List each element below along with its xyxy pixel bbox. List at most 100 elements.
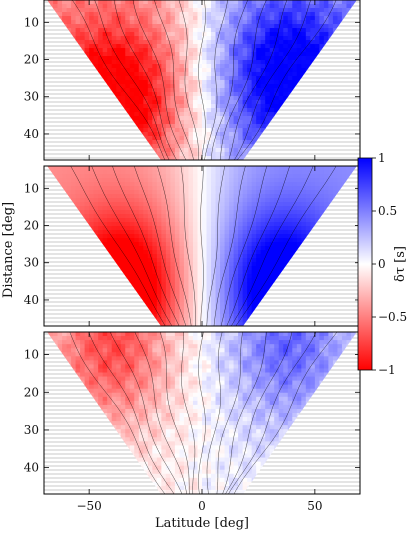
heatmap-cell <box>224 132 230 137</box>
heatmap-cell <box>206 152 212 157</box>
heatmap-cell <box>143 218 149 223</box>
heatmap-cell <box>134 84 140 89</box>
heatmap-cell <box>138 16 144 21</box>
heatmap-cell <box>143 56 149 61</box>
heatmap-cell <box>152 140 158 145</box>
heatmap-cell <box>192 16 198 21</box>
heatmap-cell <box>224 186 230 191</box>
heatmap-cell <box>310 48 316 53</box>
heatmap-cell <box>120 96 126 101</box>
heatmap-cell <box>220 156 225 160</box>
heatmap-cell <box>274 28 280 33</box>
heatmap-cell <box>229 306 234 311</box>
heatmap-cell <box>134 286 140 291</box>
heatmap-cell <box>170 222 176 227</box>
heatmap-cell <box>143 112 149 117</box>
heatmap-cell <box>211 152 216 157</box>
heatmap-cell <box>192 72 198 77</box>
heatmap-cell <box>107 20 113 25</box>
heatmap-cell <box>301 72 307 77</box>
heatmap-cell <box>220 24 225 29</box>
heatmap-cell <box>98 20 104 25</box>
heatmap-cell <box>238 40 244 45</box>
heatmap-cell <box>125 270 131 275</box>
heatmap-cell <box>183 206 189 211</box>
heatmap-cell <box>134 60 140 65</box>
heatmap-cell <box>211 286 216 291</box>
heatmap-cell <box>229 116 234 121</box>
heatmap-cell <box>165 294 171 299</box>
heatmap-cell <box>80 174 86 179</box>
heatmap-cell <box>251 0 257 5</box>
heatmap-cell <box>233 166 239 171</box>
heatmap-cell <box>161 262 167 267</box>
heatmap-cell <box>323 20 329 25</box>
heatmap-cell <box>134 194 140 199</box>
heatmap-cell <box>143 302 149 307</box>
heatmap-cell <box>192 166 198 171</box>
heatmap-cell <box>310 16 316 21</box>
heatmap-cell <box>161 202 167 207</box>
heatmap-cell <box>125 72 131 77</box>
heatmap-cell <box>292 56 298 61</box>
heatmap-cell <box>265 116 271 121</box>
heatmap-cell <box>80 20 86 25</box>
heatmap-cell <box>98 40 104 45</box>
heatmap-cell <box>269 8 275 13</box>
heatmap-cell <box>174 128 180 133</box>
heatmap-cell <box>206 198 212 203</box>
heatmap-cell <box>229 84 234 89</box>
heatmap-cell <box>98 178 104 183</box>
heatmap-cell <box>220 92 225 97</box>
heatmap-cell <box>251 286 257 291</box>
heatmap-cell <box>152 234 158 239</box>
heatmap-cell <box>120 48 126 53</box>
heatmap-cell <box>265 178 271 183</box>
heatmap-cell <box>111 186 117 191</box>
heatmap-cell <box>152 80 158 85</box>
heatmap-cell <box>179 136 185 141</box>
heatmap-cell <box>247 132 253 137</box>
heatmap-cell <box>125 182 131 187</box>
heatmap-cell <box>247 294 253 299</box>
heatmap-cell <box>183 96 189 101</box>
heatmap-cell <box>274 76 280 81</box>
heatmap-cell <box>224 108 230 113</box>
heatmap-cell <box>211 48 216 53</box>
heatmap-cell <box>75 36 81 41</box>
heatmap-cell <box>251 238 257 243</box>
heatmap-cell <box>238 148 244 153</box>
heatmap-cell <box>197 152 203 157</box>
heatmap-cell <box>174 290 180 295</box>
heatmap-cell <box>174 206 180 211</box>
heatmap-cell <box>310 56 316 61</box>
heatmap-cell <box>265 56 271 61</box>
heatmap-cell <box>220 28 225 33</box>
heatmap-cell <box>269 60 275 65</box>
heatmap-cell <box>224 136 230 141</box>
contour-lines <box>71 0 337 160</box>
heatmap-cell <box>192 148 198 153</box>
heatmap-cell <box>183 290 189 295</box>
heatmap-cell <box>179 108 185 113</box>
heatmap-cell <box>107 12 113 17</box>
heatmap-cell <box>242 254 248 259</box>
heatmap-cell <box>111 234 117 239</box>
heatmap-cell <box>102 190 108 195</box>
heatmap-cell <box>247 148 253 153</box>
heatmap-cell <box>260 20 266 25</box>
heatmap-cell <box>251 92 257 97</box>
heatmap-cell <box>120 80 126 85</box>
heatmap-cell <box>143 124 149 129</box>
heatmap-cell <box>179 250 185 255</box>
heatmap-cell <box>283 4 289 9</box>
heatmap-cell <box>256 32 262 37</box>
heatmap-cell <box>165 12 171 17</box>
heatmap-cell <box>233 298 239 303</box>
heatmap-cell <box>211 234 216 239</box>
heatmap-cell <box>192 108 198 113</box>
heatmap-cell <box>202 96 207 101</box>
heatmap-cell <box>170 282 176 287</box>
heatmap-cell <box>296 52 302 57</box>
heatmap-cell <box>161 314 167 319</box>
